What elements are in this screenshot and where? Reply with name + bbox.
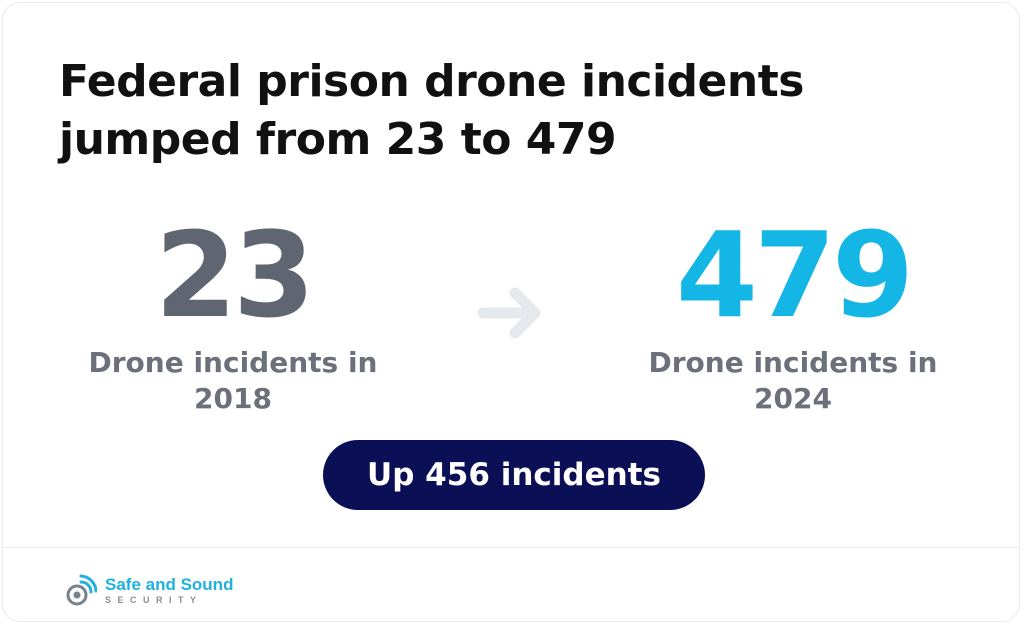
stat-2018-caption: Drone incidents in 2018	[63, 345, 403, 417]
right-arrow-icon	[477, 287, 541, 339]
change-badge: Up 456 incidents	[323, 440, 705, 510]
stat-2024-value: 479	[675, 206, 914, 344]
headline-line-2: jumped from 23 to 479	[59, 114, 617, 165]
brand-logo: Safe and Sound SECURITY	[63, 574, 233, 608]
footer: Safe and Sound SECURITY	[3, 547, 1019, 621]
stat-2024-caption-line-1: Drone incidents in	[648, 346, 938, 379]
stat-2024: 479 Drone incidents in 2024	[623, 211, 963, 417]
stat-2024-caption: Drone incidents in 2024	[623, 345, 963, 417]
shield-wifi-icon	[66, 574, 97, 606]
stat-2018-caption-line-1: Drone incidents in	[88, 346, 378, 379]
brand-subtitle: SECURITY	[105, 595, 203, 605]
stat-2018-value: 23	[154, 206, 315, 344]
headline: Federal prison drone incidents jumped fr…	[59, 53, 959, 169]
stat-2018-caption-line-2: 2018	[194, 382, 272, 415]
brand-name: Safe and Sound	[105, 575, 234, 594]
brand-text: Safe and Sound SECURITY	[105, 576, 233, 606]
stat-2024-caption-line-2: 2024	[754, 382, 832, 415]
headline-line-1: Federal prison drone incidents	[59, 56, 804, 107]
stat-2018: 23 Drone incidents in 2018	[63, 211, 403, 417]
